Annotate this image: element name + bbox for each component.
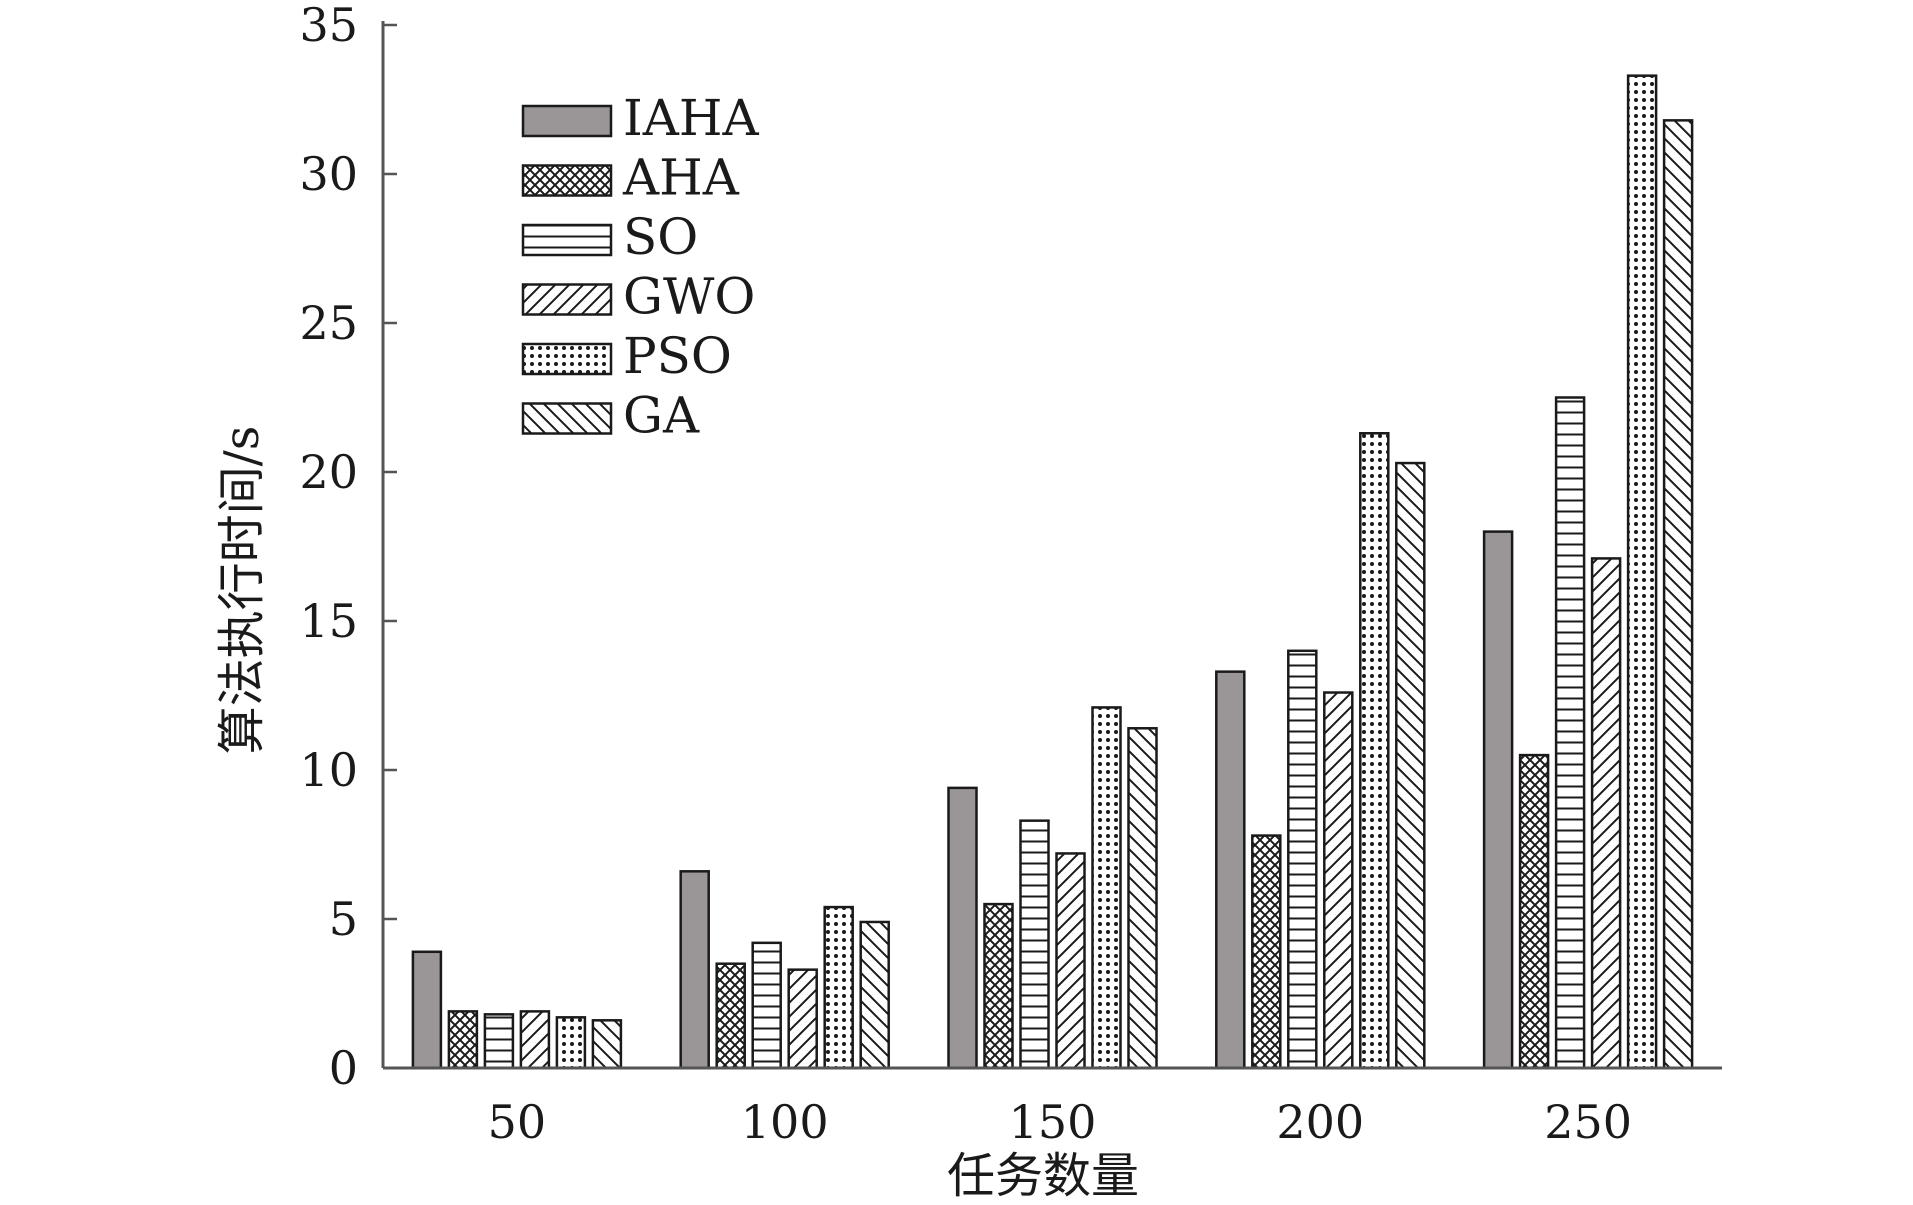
legend-swatch <box>521 342 613 376</box>
bar-aha-100 <box>715 962 746 1070</box>
y-tick-label: 5 <box>329 892 358 946</box>
y-ticks-group: 0 5 10 15 20 25 30 35 <box>299 0 397 1095</box>
bar-iaha-200 <box>1215 670 1246 1070</box>
legend-item-pso: PSO <box>521 327 732 385</box>
legend-swatch <box>521 402 613 435</box>
bar-ga-100 <box>859 920 890 1070</box>
x-ticks-group: 50 100 150 200 250 <box>488 1095 1632 1149</box>
bar-so-100 <box>751 941 782 1070</box>
bar-ga-50 <box>591 1019 623 1070</box>
legend-label: AHA <box>622 149 740 207</box>
x-tick-label: 50 <box>488 1095 547 1149</box>
x-tick-label: 100 <box>741 1095 829 1149</box>
legend-label: IAHA <box>623 89 759 147</box>
x-axis-label: 任务数量 <box>947 1148 1139 1204</box>
legend-label: GA <box>623 387 700 445</box>
y-tick-label: 15 <box>299 594 358 648</box>
bar-so-150 <box>1019 819 1050 1070</box>
bars-group <box>411 74 1694 1070</box>
bar-gwo-100 <box>787 968 818 1070</box>
y-tick-label: 20 <box>299 445 358 499</box>
bar-pso-100 <box>823 905 854 1070</box>
bar-ga-150 <box>1127 727 1158 1070</box>
bar-pso-150 <box>1091 706 1122 1070</box>
y-tick-label: 35 <box>299 0 358 52</box>
bar-pso-250 <box>1626 74 1658 1070</box>
bar-ga-200 <box>1395 461 1426 1070</box>
bar-ga-250 <box>1662 119 1694 1070</box>
bar-so-200 <box>1287 649 1318 1070</box>
y-tick-label: 25 <box>299 296 358 350</box>
x-tick-label: 150 <box>1009 1095 1097 1149</box>
bar-pso-50 <box>555 1016 587 1070</box>
y-tick-label: 0 <box>329 1041 358 1095</box>
y-tick-label: 10 <box>299 743 358 797</box>
legend-swatch <box>521 164 613 197</box>
legend-label: PSO <box>623 327 732 385</box>
legend-label: GWO <box>623 268 755 326</box>
bar-pso-200 <box>1359 432 1390 1070</box>
y-tick-label: 30 <box>299 147 358 201</box>
bar-iaha-250 <box>1482 530 1514 1070</box>
legend-item-gwo: GWO <box>521 268 755 326</box>
legend-item-iaha: IAHA <box>521 89 759 147</box>
bar-gwo-200 <box>1323 691 1354 1070</box>
bar-aha-250 <box>1518 753 1550 1070</box>
legend-swatch <box>521 104 613 138</box>
bar-so-250 <box>1554 396 1586 1070</box>
axes-group <box>381 21 1722 1070</box>
x-tick-label: 200 <box>1276 1095 1364 1149</box>
bar-aha-150 <box>983 902 1014 1070</box>
bar-iaha-150 <box>947 786 978 1070</box>
legend-item-aha: AHA <box>521 149 740 207</box>
bar-gwo-250 <box>1590 557 1622 1070</box>
bar-gwo-150 <box>1055 852 1086 1070</box>
legend-swatch <box>521 223 613 257</box>
bar-iaha-100 <box>679 870 710 1070</box>
legend-swatch <box>521 283 613 316</box>
bar-so-50 <box>483 1013 515 1070</box>
bar-aha-50 <box>447 1010 479 1070</box>
legend-label: SO <box>623 208 698 266</box>
x-tick-label: 250 <box>1544 1095 1632 1149</box>
bar-iaha-50 <box>411 950 443 1070</box>
legend-item-so: SO <box>521 208 698 266</box>
bar-gwo-50 <box>519 1010 551 1070</box>
y-axis-label: 算法执行时间/s <box>214 426 270 755</box>
legend-item-ga: GA <box>521 387 700 445</box>
bar-aha-200 <box>1251 834 1282 1070</box>
